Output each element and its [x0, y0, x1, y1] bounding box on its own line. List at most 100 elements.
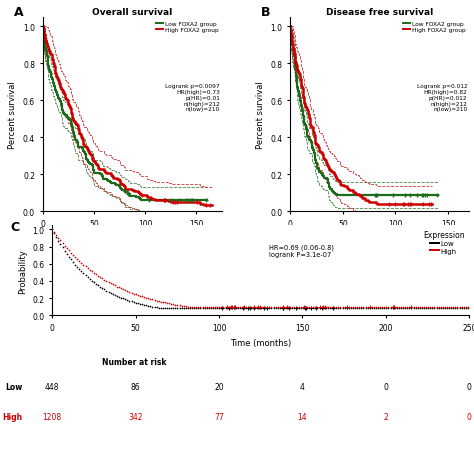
Point	[138, 301, 146, 308]
Point	[410, 304, 417, 312]
Point	[356, 304, 363, 311]
Point	[370, 304, 378, 311]
Point	[157, 298, 164, 305]
Point	[397, 304, 405, 311]
Point	[314, 304, 321, 312]
Point	[209, 304, 217, 312]
Point	[165, 300, 173, 307]
Point	[326, 304, 334, 312]
Point	[330, 304, 338, 312]
Point	[184, 304, 191, 312]
Point	[119, 286, 127, 294]
Point	[295, 304, 302, 311]
X-axis label: Months: Months	[364, 234, 395, 243]
Point	[357, 304, 365, 312]
Point	[262, 304, 269, 312]
Point	[264, 304, 271, 311]
Point	[96, 284, 104, 291]
Point	[80, 262, 87, 269]
Point	[372, 304, 380, 311]
Point	[339, 304, 346, 312]
Point	[167, 304, 175, 312]
Point	[454, 304, 461, 311]
Text: C: C	[10, 220, 19, 233]
Point	[270, 304, 277, 312]
Point	[205, 304, 213, 312]
Point	[393, 304, 401, 311]
Point	[420, 304, 428, 311]
Point	[61, 243, 68, 250]
Point	[186, 304, 194, 311]
Point	[464, 304, 472, 312]
Point	[170, 304, 177, 312]
Point	[447, 304, 455, 312]
Point	[211, 304, 219, 312]
Point	[134, 300, 142, 307]
Point	[286, 304, 294, 312]
Point	[349, 304, 357, 312]
Text: 342: 342	[128, 412, 143, 421]
Point	[284, 304, 292, 311]
Point	[251, 304, 259, 311]
Point	[146, 295, 154, 303]
Point	[376, 304, 384, 311]
Point	[69, 252, 77, 259]
Point	[124, 288, 131, 295]
Point	[303, 304, 311, 311]
Point	[115, 284, 123, 291]
Point	[82, 263, 90, 270]
Point	[124, 297, 131, 304]
Point	[50, 229, 58, 236]
Point	[173, 302, 181, 309]
Point	[149, 304, 156, 311]
Point	[318, 304, 326, 311]
Point	[92, 271, 100, 278]
Point	[389, 304, 396, 312]
Point	[314, 304, 321, 311]
Title: Disease free survival: Disease free survival	[326, 8, 433, 17]
Point	[96, 274, 104, 281]
Point	[297, 304, 304, 311]
Point	[441, 304, 449, 311]
Point	[82, 272, 90, 279]
Point	[153, 304, 160, 311]
Point	[370, 304, 378, 312]
Point	[182, 303, 190, 310]
Point	[140, 301, 148, 308]
Point	[372, 304, 380, 312]
Point	[78, 268, 85, 276]
Point	[130, 290, 137, 298]
Point	[211, 304, 219, 311]
Point	[439, 304, 447, 312]
Point	[320, 304, 328, 312]
Point	[443, 304, 451, 312]
Point	[157, 304, 164, 312]
Point	[351, 304, 359, 312]
Point	[284, 304, 292, 312]
Point	[427, 304, 434, 312]
Text: 0: 0	[467, 412, 472, 421]
Point	[230, 304, 237, 311]
Point	[180, 303, 188, 310]
Point	[299, 304, 307, 311]
Point	[456, 304, 463, 312]
Point	[428, 304, 436, 311]
Point	[103, 278, 110, 285]
Point	[88, 268, 96, 275]
Point	[197, 304, 204, 312]
Point	[226, 304, 234, 311]
Point	[109, 290, 117, 298]
Point	[111, 282, 118, 290]
Point	[458, 304, 465, 312]
Point	[420, 304, 428, 312]
Point	[449, 304, 457, 312]
Point	[94, 272, 102, 280]
Text: Logrank p=0.012
HR(high)=0.82
p(HR)=0.012
n(high)=212
n(low)=210: Logrank p=0.012 HR(high)=0.82 p(HR)=0.01…	[417, 84, 467, 112]
Point	[182, 304, 190, 312]
Point	[224, 304, 231, 312]
Point	[443, 304, 451, 311]
Text: Logrank p=0.0097
HR(high)=0.73
p(HR)=0.01
n(high)=212
n(low)=210: Logrank p=0.0097 HR(high)=0.73 p(HR)=0.0…	[165, 84, 220, 112]
Point	[412, 304, 419, 311]
Point	[341, 304, 348, 312]
Point	[374, 304, 382, 312]
